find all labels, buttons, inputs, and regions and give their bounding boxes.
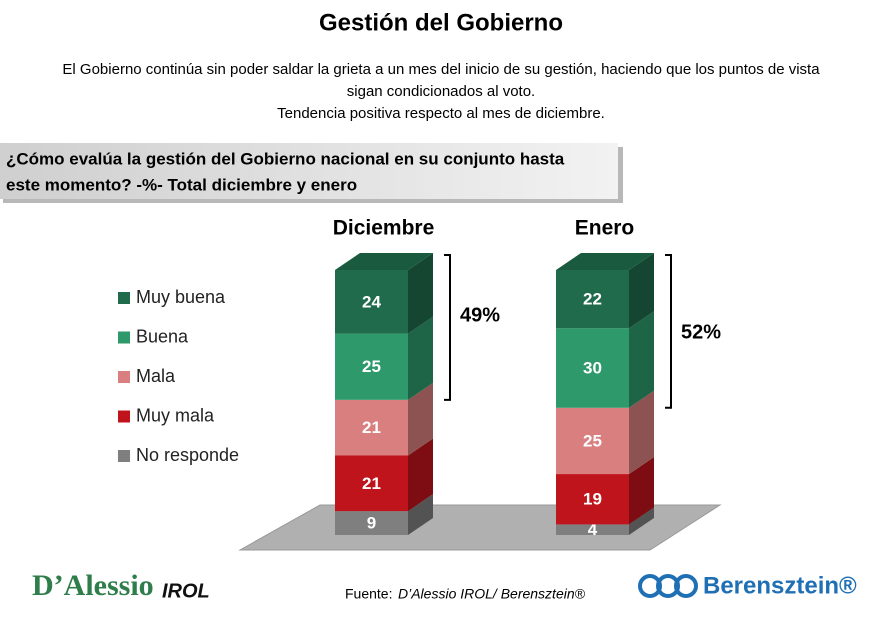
logo-right: Berensztein® xyxy=(703,572,857,599)
logo-left: D’Alessio xyxy=(32,569,154,602)
legend-label: No responde xyxy=(136,445,239,465)
bar-side xyxy=(408,494,433,535)
data-label: 30 xyxy=(583,359,602,378)
bracket xyxy=(444,254,451,401)
subtitle: El Gobierno continúa sin poder saldar la… xyxy=(62,61,820,78)
bar-side xyxy=(629,457,654,525)
bar-segment xyxy=(556,270,629,329)
bar-segment xyxy=(335,399,408,456)
bar-side xyxy=(629,507,654,535)
bar-side xyxy=(629,390,654,475)
bar-segment xyxy=(335,333,408,400)
legend-swatch xyxy=(118,371,130,383)
data-label: 21 xyxy=(362,418,381,437)
bar-segment xyxy=(556,407,629,475)
bar-side xyxy=(408,316,433,400)
data-label: 25 xyxy=(362,357,381,376)
bar-side xyxy=(408,438,433,512)
bar-side xyxy=(408,253,433,334)
source: D’Alessio IROL/ Berensztein® xyxy=(398,586,586,602)
data-label: 25 xyxy=(583,431,602,450)
logo-icon xyxy=(638,574,698,598)
source-label: Fuente: xyxy=(345,586,392,602)
logo-left-suffix: IROL xyxy=(162,580,210,602)
bar-segment xyxy=(556,328,629,408)
bracket-label: 52% xyxy=(681,322,721,344)
bars: Muy buena Buena Mala Muy mala No responde Dic… xyxy=(118,217,721,539)
legend-label: Muy mala xyxy=(136,405,215,425)
legend-label: Buena xyxy=(136,326,189,346)
bar-side xyxy=(629,253,654,329)
data-label: 19 xyxy=(583,490,602,509)
data-label: 21 xyxy=(362,474,381,493)
bar-segment xyxy=(335,511,408,535)
category-label: Enero xyxy=(575,217,635,240)
subtitle: sigan condicionados al voto. xyxy=(347,83,535,100)
question: este momento? -%- Total diciembre y ener… xyxy=(6,175,357,194)
subtitle: Tendencia positiva respecto al mes de di… xyxy=(277,105,605,122)
bar-top xyxy=(556,253,654,270)
bracket-label: 49% xyxy=(460,305,500,327)
legend-swatch xyxy=(118,450,130,462)
legend-swatch xyxy=(118,292,130,304)
bar-segment xyxy=(556,474,629,525)
legend-swatch xyxy=(118,410,130,423)
data-label: 9 xyxy=(367,514,376,533)
bar-side xyxy=(629,311,654,408)
legend-label: Mala xyxy=(136,366,176,386)
bar-top xyxy=(335,253,433,270)
bar-side xyxy=(408,382,433,456)
question-box xyxy=(0,143,618,199)
bar-segment xyxy=(556,524,629,535)
category-label: Diciembre xyxy=(333,217,435,240)
data-label: 22 xyxy=(583,290,602,309)
bar-segment xyxy=(335,270,408,334)
question: ¿Cómo evalúa la gestión del Gobierno nac… xyxy=(6,149,565,168)
legend-swatch xyxy=(118,331,130,344)
chart-title: Gestión del Gobierno xyxy=(319,9,563,36)
data-label: 24 xyxy=(362,292,381,311)
bar-segment xyxy=(335,455,408,512)
legend-label: Muy buena xyxy=(136,287,226,307)
bracket xyxy=(665,254,672,409)
data-label: 4 xyxy=(588,520,598,539)
